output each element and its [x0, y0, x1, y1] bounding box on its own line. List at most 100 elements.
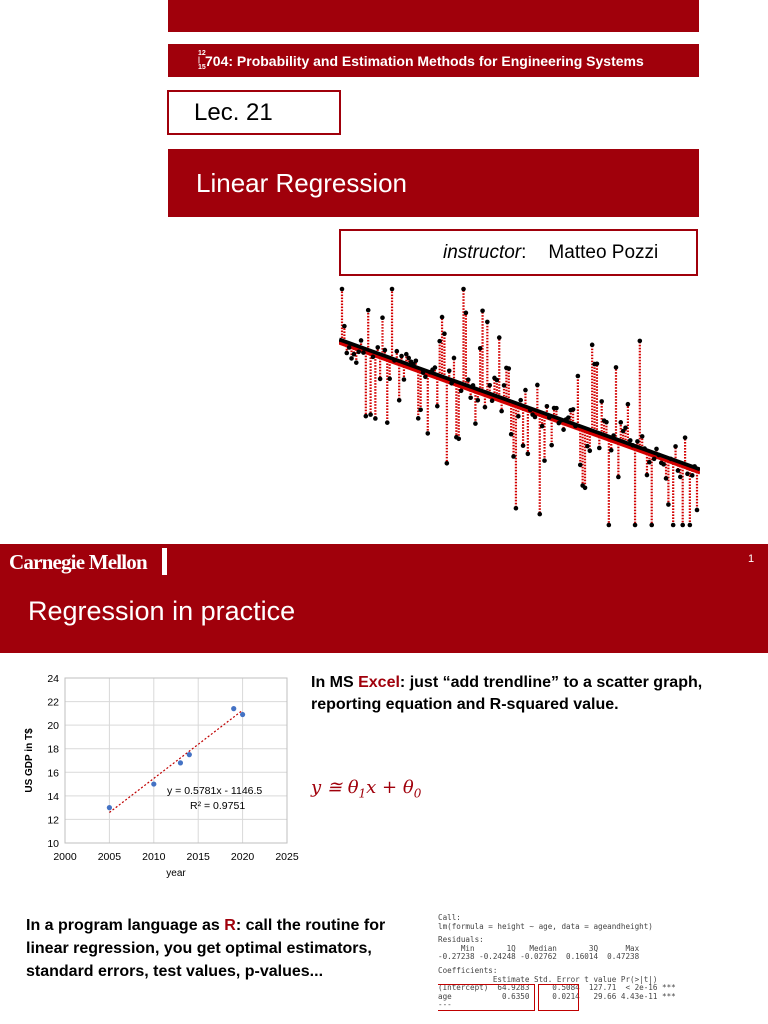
observation-point	[494, 377, 500, 383]
observation-point	[501, 383, 507, 388]
instructor-name: Matteo Pozzi	[548, 241, 659, 263]
observation-point	[496, 335, 502, 340]
observation-point	[392, 358, 397, 363]
observation-point	[423, 374, 428, 380]
observation-point	[406, 355, 412, 361]
lecture-number: Lec. 21	[194, 98, 273, 126]
observation-point	[599, 399, 604, 404]
y-axis-label: US GDP in T$	[24, 728, 35, 793]
observation-point	[361, 350, 366, 355]
observation-point	[644, 472, 650, 478]
x-tick-label: 2000	[53, 851, 77, 863]
data-point	[186, 752, 192, 758]
observation-point	[506, 366, 512, 371]
observation-point	[589, 342, 595, 348]
top-accent-bar	[168, 0, 699, 32]
observation-point	[346, 345, 352, 350]
gdp-scatter-chart: 10 12 14 16 18 20 22 24 2000 2005 2010 2015 2020 2025…	[24, 673, 299, 879]
observation-point	[396, 398, 402, 403]
observation-point	[585, 443, 590, 449]
observation-point	[647, 459, 652, 465]
lecture-number-box: Lec. 21	[167, 90, 341, 135]
excel-text-end: : just “add trendline” to a scatter grap…	[311, 674, 703, 713]
x-axis-label: year	[166, 868, 186, 879]
course-title: 704: Probability and Estimation Methods …	[205, 52, 644, 69]
observation-point	[518, 397, 523, 403]
observation-point	[513, 505, 519, 511]
estimate-column-highlight	[538, 984, 579, 1011]
observation-point	[649, 522, 655, 528]
excel-highlight: Excel	[358, 674, 400, 691]
observation-point	[623, 425, 628, 431]
observation-point	[384, 420, 390, 425]
observation-point	[344, 350, 350, 356]
observation-point	[485, 319, 490, 325]
observation-point	[487, 382, 493, 388]
carnegie-mellon-logo: Carnegie Mellon	[9, 550, 148, 574]
y-tick-label: 14	[47, 791, 59, 803]
y-tick-label: 12	[47, 814, 59, 826]
observation-point	[694, 507, 700, 513]
observation-point	[449, 380, 454, 386]
regression-formula: y ≅ θ1x + θ0	[311, 777, 422, 801]
observation-point	[692, 464, 697, 469]
observation-point	[437, 338, 442, 344]
observation-point	[637, 338, 643, 344]
r-output-line: Call:	[438, 914, 461, 922]
r-text-end: : call the routine for linear regression…	[26, 917, 386, 980]
observation-point	[420, 370, 426, 375]
observation-point	[365, 307, 371, 313]
observation-point	[616, 474, 621, 480]
observation-point	[339, 286, 345, 292]
observation-point	[394, 348, 400, 354]
observation-point	[618, 420, 624, 425]
observation-point	[582, 485, 588, 491]
logo-divider	[162, 548, 167, 575]
observation-points	[339, 286, 700, 528]
observation-point	[489, 398, 495, 404]
data-point	[151, 781, 157, 787]
slide-number: 1	[748, 553, 755, 565]
y-tick-label: 20	[47, 720, 59, 732]
r-squared-label: R² = 0.9751	[190, 800, 245, 812]
observation-point	[642, 446, 647, 451]
data-point	[177, 760, 184, 766]
instructor-separator: :	[521, 241, 527, 263]
observation-point	[577, 462, 583, 468]
r-highlight: R	[224, 917, 236, 934]
observation-point	[499, 408, 504, 414]
observation-point	[680, 522, 686, 528]
observation-point	[404, 351, 409, 357]
observation-point	[666, 502, 671, 507]
observation-point	[465, 377, 471, 383]
instructor-box: instructor: Matteo Pozzi	[339, 229, 698, 276]
observation-point	[539, 423, 545, 429]
r-text-start: In a program language as	[26, 917, 225, 934]
observation-point	[670, 522, 676, 528]
observation-point	[418, 407, 423, 413]
observation-point	[353, 360, 359, 365]
observation-point	[446, 368, 452, 374]
observation-point	[651, 456, 657, 462]
observation-point	[639, 434, 645, 439]
observation-point	[632, 522, 638, 528]
r-output-line: lm(formula = height ~ age, data = ageand…	[438, 921, 653, 931]
observation-point	[425, 431, 431, 436]
observation-point	[442, 331, 447, 337]
observation-point	[368, 412, 373, 417]
observation-point	[523, 387, 528, 393]
observation-point	[473, 421, 478, 426]
observation-point	[444, 460, 450, 466]
observation-point	[546, 415, 552, 420]
lecture-title-bar: Linear Regression	[168, 149, 699, 217]
observation-point	[608, 447, 614, 453]
observation-point	[435, 403, 440, 409]
plot-area	[64, 677, 288, 844]
excel-description: In MS Excel: just “add trendline” to a s…	[311, 672, 751, 716]
observation-point	[380, 315, 385, 321]
observation-point	[482, 404, 488, 410]
observation-point	[587, 448, 593, 454]
y-tick-label: 22	[47, 697, 59, 709]
observation-point	[678, 474, 683, 480]
observation-point	[451, 355, 457, 361]
